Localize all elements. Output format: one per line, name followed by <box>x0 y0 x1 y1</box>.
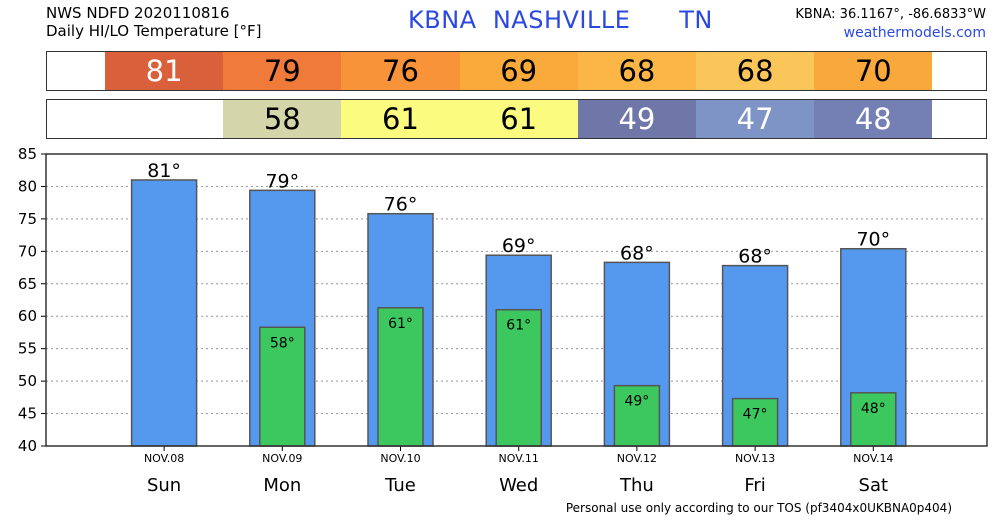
x-date-label: NOV.08 <box>144 452 184 465</box>
lo-strip-cell: 48 <box>814 100 933 138</box>
lo-bar-label: 48° <box>861 401 886 417</box>
x-day-label: Tue <box>384 475 416 496</box>
hi-bar-label: 81° <box>147 160 181 182</box>
hi-strip-cell: 79 <box>223 52 342 90</box>
lo-bar-label: 61° <box>506 318 531 334</box>
hi-bar-label: 68° <box>738 246 772 268</box>
product-title: NWS NDFD 2020110816 <box>46 4 230 22</box>
lo-bar <box>377 307 424 447</box>
hi-strip-cell: 76 <box>341 52 460 90</box>
lo-strip-cell: 61 <box>459 100 578 138</box>
y-tick-label: 50 <box>18 372 37 390</box>
station-coords: KBNA: 36.1167°, -86.6833°W <box>795 7 986 22</box>
x-date-label: NOV.14 <box>853 452 893 465</box>
x-date-label: NOV.12 <box>617 452 657 465</box>
hi-temperature-strip: 81 79 76 69 68 68 70 <box>46 51 987 91</box>
lo-bar-label: 58° <box>270 335 295 351</box>
plot-frame <box>45 153 988 447</box>
station-id: KBNA <box>408 6 477 34</box>
lo-bar-label: 47° <box>743 407 768 423</box>
hi-bar-label: 79° <box>265 170 299 192</box>
hi-bar-label: 68° <box>620 242 654 264</box>
lo-strip-cell: 47 <box>696 100 815 138</box>
y-tick-label: 60 <box>18 307 37 325</box>
hi-strip-cell: 70 <box>814 52 933 90</box>
lo-bar-label: 49° <box>624 394 649 410</box>
hi-bar-label: 76° <box>384 194 418 216</box>
station-city: NASHVILLE <box>492 6 631 34</box>
y-tick-label: 55 <box>18 340 37 358</box>
x-day-label: Sun <box>147 475 181 496</box>
y-tick-label: 65 <box>18 275 37 293</box>
hi-strip-cell: 81 <box>105 52 224 90</box>
y-tick-label: 70 <box>18 242 37 260</box>
hi-strip-cell: 69 <box>459 52 578 90</box>
x-day-label: Mon <box>263 475 301 496</box>
x-day-label: Wed <box>499 475 538 496</box>
hi-bar-label: 69° <box>502 235 536 257</box>
x-day-label: Fri <box>744 475 765 496</box>
lo-bar <box>613 384 661 447</box>
x-day-label: Thu <box>619 475 654 496</box>
hi-strip-cell: 68 <box>577 52 696 90</box>
lo-strip-cell <box>105 100 224 138</box>
station-title: KBNA NASHVILLE TN <box>408 6 713 34</box>
lo-bar <box>850 392 897 447</box>
x-date-label: NOV.13 <box>735 452 775 465</box>
x-date-label: NOV.09 <box>262 452 302 465</box>
y-tick-label: 80 <box>18 177 37 195</box>
x-day-label: Sat <box>859 475 889 496</box>
chart-subtitle: Daily HI/LO Temperature [°F] <box>46 22 262 40</box>
lo-strip-cell: 61 <box>341 100 460 138</box>
chart-header-left: NWS NDFD 2020110816 Daily HI/LO Temperat… <box>46 4 262 40</box>
lo-bar <box>731 397 779 447</box>
tos-footer: Personal use only according to our TOS (… <box>565 501 952 515</box>
y-tick-label: 45 <box>18 405 37 423</box>
y-tick-label: 75 <box>18 210 37 228</box>
lo-temperature-strip: 58 61 61 49 47 48 <box>46 99 987 139</box>
lo-bar <box>259 326 306 447</box>
lo-bar-label: 61° <box>388 316 413 332</box>
hi-strip-cell: 68 <box>696 52 815 90</box>
hi-bar-label: 70° <box>856 229 890 251</box>
lo-strip-cell: 49 <box>577 100 696 138</box>
site-link[interactable]: weathermodels.com <box>843 25 986 41</box>
station-state: TN <box>679 6 713 34</box>
x-date-label: NOV.10 <box>380 452 420 465</box>
lo-strip-cell: 58 <box>223 100 342 138</box>
y-tick-label: 85 <box>18 145 37 163</box>
x-date-label: NOV.11 <box>499 452 539 465</box>
y-tick-label: 40 <box>18 437 37 455</box>
hi-bar <box>130 179 198 447</box>
chart-header-right: KBNA: 36.1167°, -86.6833°W weathermodels… <box>795 5 986 43</box>
